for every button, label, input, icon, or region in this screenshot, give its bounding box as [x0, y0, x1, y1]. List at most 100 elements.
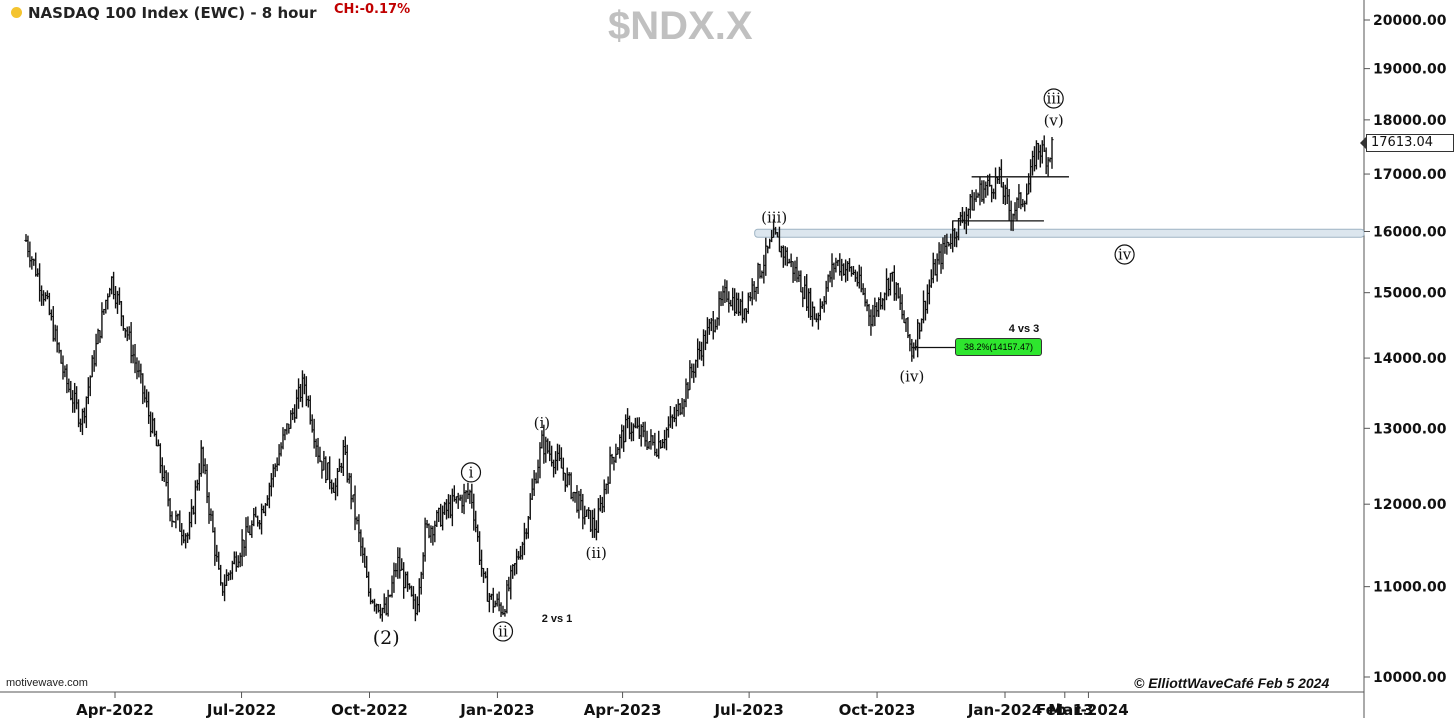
price-bar	[581, 493, 585, 530]
price-bar	[259, 503, 264, 535]
price-bar	[731, 287, 735, 311]
price-bar	[701, 329, 706, 367]
price-bar	[801, 287, 805, 308]
price-bar	[195, 479, 199, 491]
price-bar	[1013, 202, 1017, 220]
price-bar	[855, 271, 859, 287]
price-bar	[39, 285, 44, 306]
price-bar	[141, 373, 145, 405]
price-bar	[55, 325, 59, 353]
price-bar	[602, 479, 606, 513]
wave-label: (i)	[534, 414, 551, 432]
price-bar	[939, 243, 943, 274]
y-tick-label: 13000.00	[1373, 421, 1447, 437]
price-bar	[84, 396, 88, 429]
price-bar	[456, 492, 460, 509]
price-bar	[799, 270, 803, 293]
price-bar	[400, 558, 404, 571]
price-bar	[433, 520, 437, 543]
wave-label: (2)	[373, 627, 400, 649]
price-bar	[657, 430, 661, 459]
price-bar	[990, 184, 994, 203]
price-bar	[923, 300, 928, 321]
price-bar	[199, 440, 203, 477]
fib-level-tag: 38.2%(14157.47)	[955, 338, 1042, 356]
price-bar	[232, 551, 236, 565]
price-bar	[228, 570, 233, 581]
price-bar	[376, 603, 380, 613]
price-bar	[884, 268, 889, 301]
price-bar	[513, 563, 517, 576]
price-bar	[590, 509, 595, 538]
price-bar	[88, 375, 92, 397]
wave-label-text: (v)	[1044, 111, 1064, 129]
y-tick-label: 12000.00	[1373, 497, 1447, 513]
x-tick-label: Jan-2024	[967, 701, 1042, 718]
price-bar	[158, 443, 162, 474]
price-bar	[1042, 135, 1046, 152]
price-bar	[966, 208, 970, 226]
price-bar	[215, 544, 219, 562]
x-tick-label: Apr-2023	[584, 701, 662, 718]
price-bar	[978, 177, 982, 206]
price-bar	[417, 578, 421, 613]
price-bar	[1005, 178, 1009, 205]
y-tick-label: 11000.00	[1373, 580, 1447, 596]
price-bar	[886, 277, 891, 297]
price-bar	[812, 306, 817, 320]
price-bar	[49, 309, 53, 321]
price-bar	[413, 593, 417, 622]
price-bar	[73, 382, 77, 413]
price-bar	[185, 532, 190, 543]
price-bar	[594, 520, 599, 541]
price-bar	[674, 404, 678, 427]
price-bar	[339, 462, 343, 473]
price-bar	[162, 465, 166, 483]
price-bar	[715, 317, 719, 330]
price-bar	[293, 404, 297, 423]
price-bar	[516, 551, 521, 560]
wave-label-text: iv	[1118, 246, 1132, 264]
price-bar	[345, 444, 349, 483]
price-bar	[63, 365, 67, 378]
price-bar	[119, 300, 123, 327]
price-bar	[752, 281, 756, 300]
price-bar	[318, 446, 322, 463]
price-bar	[164, 470, 168, 487]
price-bar	[365, 555, 369, 578]
x-tick-label: Oct-2022	[331, 701, 408, 718]
y-tick-label: 16000.00	[1373, 225, 1447, 241]
price-bar	[857, 264, 861, 289]
price-bar	[419, 571, 423, 595]
price-bar	[703, 330, 708, 351]
price-bar	[396, 547, 400, 579]
price-bar	[571, 491, 575, 502]
price-bar	[112, 271, 116, 300]
price-bar	[273, 463, 277, 478]
price-bar	[166, 472, 170, 507]
wave-label-text: (iii)	[761, 208, 787, 226]
wave-label: iii	[1043, 88, 1064, 109]
price-bar	[925, 284, 930, 314]
price-bar	[604, 483, 608, 495]
wave-label: (iv)	[899, 367, 924, 385]
x-tick-label: Mar-2024	[1048, 701, 1128, 718]
price-bar	[222, 574, 227, 602]
price-bar	[108, 287, 112, 298]
credit-watermark: © ElliottWaveCafé Feb 5 2024	[1134, 675, 1330, 691]
price-bar	[600, 496, 604, 513]
price-bar	[182, 529, 186, 544]
price-bar	[100, 302, 104, 339]
price-bar	[256, 515, 260, 527]
price-bar	[283, 428, 287, 441]
price-bar	[61, 355, 65, 380]
price-bar	[378, 603, 382, 619]
price-bar	[1017, 184, 1021, 209]
price-bar	[764, 237, 768, 276]
price-bar	[1007, 189, 1011, 222]
price-bar	[178, 510, 182, 532]
price-bar	[411, 586, 416, 610]
price-bar	[479, 549, 484, 577]
price-bar	[211, 510, 215, 533]
